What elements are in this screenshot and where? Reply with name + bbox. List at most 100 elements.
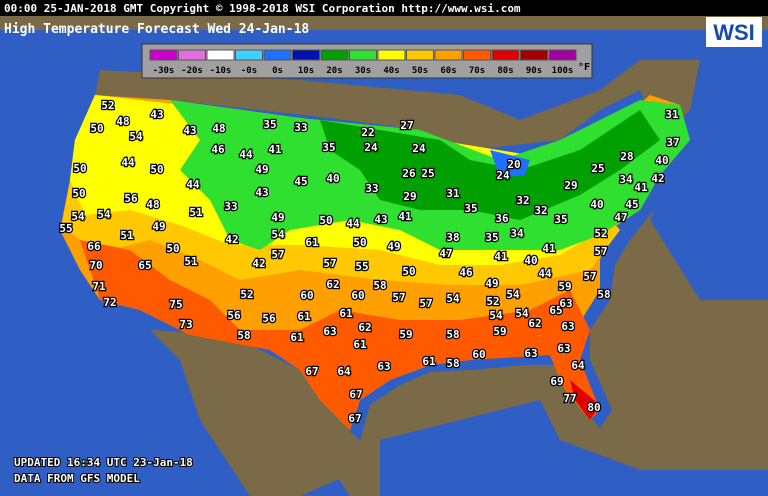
temperature: 65 <box>549 304 562 317</box>
temperature: 51 <box>120 229 134 242</box>
temperature: 57 <box>583 270 596 283</box>
temperature: 63 <box>377 360 390 373</box>
legend-label: -0s <box>241 66 257 76</box>
temperature: 61 <box>290 331 304 344</box>
legend-swatch <box>149 49 178 61</box>
temperature: 54 <box>506 288 520 301</box>
legend-swatch <box>349 49 377 61</box>
temperature: 51 <box>189 206 203 219</box>
temperature: 24 <box>412 142 426 155</box>
temperature: 61 <box>297 310 311 323</box>
temperature: 72 <box>103 296 116 309</box>
legend-label: 10s <box>298 66 314 76</box>
temperature: 34 <box>619 173 633 186</box>
temperature: 50 <box>402 265 415 278</box>
temperature: 66 <box>87 240 101 253</box>
temperature: 48 <box>146 198 159 211</box>
header-bar <box>0 0 768 16</box>
temperature: 50 <box>90 122 103 135</box>
temperature: 52 <box>101 99 114 112</box>
legend-swatch <box>292 49 320 61</box>
temperature: 63 <box>561 320 574 333</box>
temperature: 57 <box>594 245 607 258</box>
temperature: 37 <box>666 136 679 149</box>
temperature: 26 <box>402 167 416 180</box>
temperature: 54 <box>271 228 285 241</box>
temperature: 60 <box>472 348 485 361</box>
temperature: 58 <box>446 357 459 370</box>
temperature: 44 <box>186 178 200 191</box>
temperature: 62 <box>528 317 541 330</box>
temperature: 32 <box>534 204 547 217</box>
map-title: High Temperature Forecast Wed 24-Jan-18 <box>4 22 309 37</box>
temperature: 29 <box>403 190 416 203</box>
legend-swatch <box>491 49 520 61</box>
temperature: 35 <box>464 202 477 215</box>
temperature: 49 <box>271 211 284 224</box>
legend: -30s -20s -10s -0s 0s 10s 20s 30s 40s 50s 60s 70s 80… <box>149 49 577 76</box>
legend-label: 90s <box>526 66 542 76</box>
temperature: 56 <box>124 192 138 205</box>
temperature: 33 <box>365 182 378 195</box>
temperature: 24 <box>496 169 510 182</box>
legend-swatch <box>463 49 491 61</box>
temperature: 32 <box>516 194 529 207</box>
temperature: 40 <box>590 198 603 211</box>
temperature: 44 <box>538 267 552 280</box>
legend-swatch <box>548 49 577 61</box>
legend-label: 100s <box>552 66 574 76</box>
temperature: 63 <box>323 325 336 338</box>
temperature: 33 <box>224 200 237 213</box>
temperature: 20 <box>507 158 520 171</box>
temperature: 56 <box>262 312 276 325</box>
legend-label: -10s <box>210 66 232 76</box>
temperature: 50 <box>72 187 85 200</box>
temperature: 50 <box>319 214 332 227</box>
temperature: 45 <box>625 198 638 211</box>
temperature: 25 <box>421 167 434 180</box>
temperature: 41 <box>542 242 556 255</box>
temperature: 80 <box>587 401 600 414</box>
temperature: 57 <box>323 257 336 270</box>
temperature: 59 <box>493 325 506 338</box>
temperature: 54 <box>515 307 529 320</box>
logo-box <box>706 17 762 47</box>
temperature: 54 <box>97 208 111 221</box>
temperature: 41 <box>398 210 412 223</box>
temperature: 69 <box>550 375 563 388</box>
temperature: 36 <box>495 212 509 225</box>
temperature: 58 <box>446 328 459 341</box>
legend-swatch <box>377 49 406 61</box>
temperature: 52 <box>486 295 499 308</box>
temperature: 31 <box>665 108 679 121</box>
temperature: 41 <box>268 143 282 156</box>
temperature: 61 <box>353 338 367 351</box>
temperature: 50 <box>353 236 366 249</box>
temperature: 52 <box>594 227 607 240</box>
legend-swatch <box>434 49 463 61</box>
temperature: 49 <box>387 240 400 253</box>
logo: WSI <box>713 20 755 45</box>
legend-unit: °F <box>578 62 590 73</box>
mexico <box>150 330 360 496</box>
legend-label: -30s <box>153 66 175 76</box>
temperature: 50 <box>166 242 179 255</box>
temperature: 43 <box>150 108 163 121</box>
updated: UPDATED 16:34 UTC 23-Jan-18 <box>14 456 193 469</box>
temperature: 61 <box>305 236 319 249</box>
legend-label: 70s <box>469 66 485 76</box>
legend-label: 80s <box>497 66 513 76</box>
temperature: 77 <box>563 392 576 405</box>
temperature: 75 <box>169 298 182 311</box>
legend-swatch <box>520 49 548 61</box>
temperature: 54 <box>489 309 503 322</box>
temperature: 33 <box>294 121 307 134</box>
temperature: 42 <box>252 257 265 270</box>
temperature: 64 <box>571 359 585 372</box>
temperature: 62 <box>358 321 371 334</box>
temperature: 60 <box>300 289 313 302</box>
temperature: 44 <box>121 156 135 169</box>
temperature: 35 <box>322 141 335 154</box>
